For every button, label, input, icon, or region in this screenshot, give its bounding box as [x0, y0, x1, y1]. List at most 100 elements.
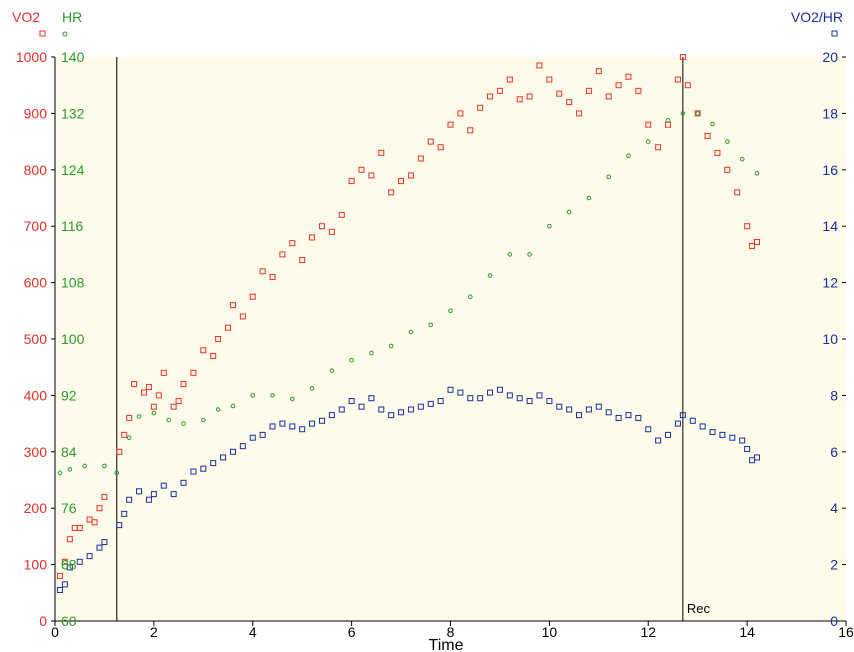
vo2-point — [96, 505, 103, 512]
hr-point — [201, 417, 206, 423]
vo2hr-point — [239, 443, 246, 450]
vo2-point — [724, 166, 731, 173]
vo2hr-point — [447, 386, 454, 393]
vo2hr-point — [170, 491, 177, 498]
vo2-point — [744, 223, 751, 230]
vo2hr-point — [477, 395, 484, 402]
vo2hr-point — [200, 465, 207, 472]
vo2hr-point — [378, 406, 385, 413]
vo2-point — [615, 82, 622, 89]
hr-point — [215, 407, 221, 412]
x-tick-label: 10 — [542, 624, 558, 640]
vo2-point — [318, 223, 325, 230]
vo2hr-point — [674, 420, 681, 427]
vo2-point — [259, 268, 266, 275]
vo2-point — [487, 93, 494, 100]
hr-point — [57, 470, 63, 476]
vo2-point — [576, 110, 583, 117]
vo2hr-point — [605, 409, 612, 416]
vo2-tick-label: 400 — [24, 387, 48, 403]
vo2-point — [239, 313, 246, 320]
vo2-tick-label: 600 — [24, 275, 48, 291]
vo2-point — [190, 369, 197, 376]
vo2hr-point — [318, 417, 325, 424]
vo2hr-point — [595, 403, 602, 410]
vo2-point — [437, 144, 444, 151]
phase-marker-label: Rec — [687, 601, 711, 616]
hr-point — [710, 121, 715, 127]
vo2hr-point — [437, 398, 444, 405]
hr-point — [166, 417, 172, 423]
vo2-point — [299, 257, 306, 264]
vo2hr-point — [546, 398, 553, 405]
hr-axis-label: HR — [62, 9, 82, 25]
vo2-point — [378, 149, 385, 156]
vo2hr-point — [655, 437, 662, 444]
vo2hr-point — [457, 389, 464, 396]
hr-point — [408, 329, 414, 335]
vo2-point — [358, 166, 365, 173]
vo2-point — [556, 90, 563, 97]
vo2hr-point — [526, 398, 533, 405]
x-axis-label: Time — [429, 637, 464, 652]
vo2-point — [348, 178, 355, 185]
vo2-point — [150, 403, 157, 410]
vo2-point — [635, 87, 642, 94]
vo2-point — [175, 398, 182, 405]
vo2-tick-label: 200 — [24, 500, 48, 516]
vo2hr-point — [506, 392, 513, 399]
hr-point — [665, 118, 671, 123]
hr-point — [82, 463, 87, 469]
vo2-point — [595, 68, 602, 75]
vo2-ticks: 0 100 200 300 400 500 600 700 800 900 1000 — [16, 49, 55, 629]
vo2-point — [477, 104, 484, 111]
hr-point — [270, 393, 275, 398]
vo2-point — [155, 392, 162, 399]
vo2hr-point — [516, 395, 523, 402]
vo2hr-point — [210, 460, 217, 467]
hr-point — [349, 357, 354, 363]
vo2hr-point — [328, 412, 335, 419]
vo2-point — [309, 234, 316, 241]
hr-point — [739, 156, 745, 162]
vo2-point — [215, 336, 222, 342]
vo2hr-point — [96, 544, 103, 551]
hr-axis-legend-marker — [62, 31, 68, 37]
vo2hr-point — [625, 412, 632, 419]
vo2hr-point — [150, 491, 157, 498]
vo2hr-point — [417, 403, 424, 410]
vo2-point — [704, 132, 711, 139]
vo2-tick-label: 100 — [24, 557, 48, 573]
x-tick-label: 14 — [739, 624, 755, 640]
vo2-tick-label: 500 — [24, 331, 48, 347]
vo2hr-point — [739, 437, 746, 444]
vo2-point — [684, 82, 691, 89]
vo2-tick-label: 800 — [24, 162, 48, 178]
vo2hr-point — [66, 564, 73, 571]
hr-point — [309, 386, 315, 391]
vo2hr-point — [566, 406, 573, 413]
hr-point — [102, 463, 107, 469]
x-tick-label: 8 — [447, 624, 455, 640]
x-tick-label: 12 — [640, 624, 656, 640]
hr-point — [467, 294, 473, 300]
hr-point — [329, 368, 335, 374]
vo2hr-point — [86, 553, 93, 560]
vo2hr-point — [645, 426, 652, 433]
vo2-point — [145, 383, 152, 390]
vo2-point — [734, 189, 741, 196]
vo2hr-point — [61, 581, 68, 588]
vo2-point — [76, 524, 83, 531]
vo2-tick-label: 300 — [24, 444, 48, 460]
hr-point — [527, 252, 532, 257]
vo2hr-point — [388, 412, 395, 419]
hr-tick-label: 140 — [61, 49, 85, 65]
hr-tick-label: 76 — [61, 500, 77, 516]
hr-point — [566, 209, 572, 215]
vo2hr-point — [368, 395, 375, 402]
vo2hr-tick-label: 6 — [830, 444, 838, 460]
vo2hr-point — [269, 423, 276, 430]
vo2hr-point — [279, 420, 286, 427]
vo2hr-tick-label: 16 — [822, 162, 838, 178]
